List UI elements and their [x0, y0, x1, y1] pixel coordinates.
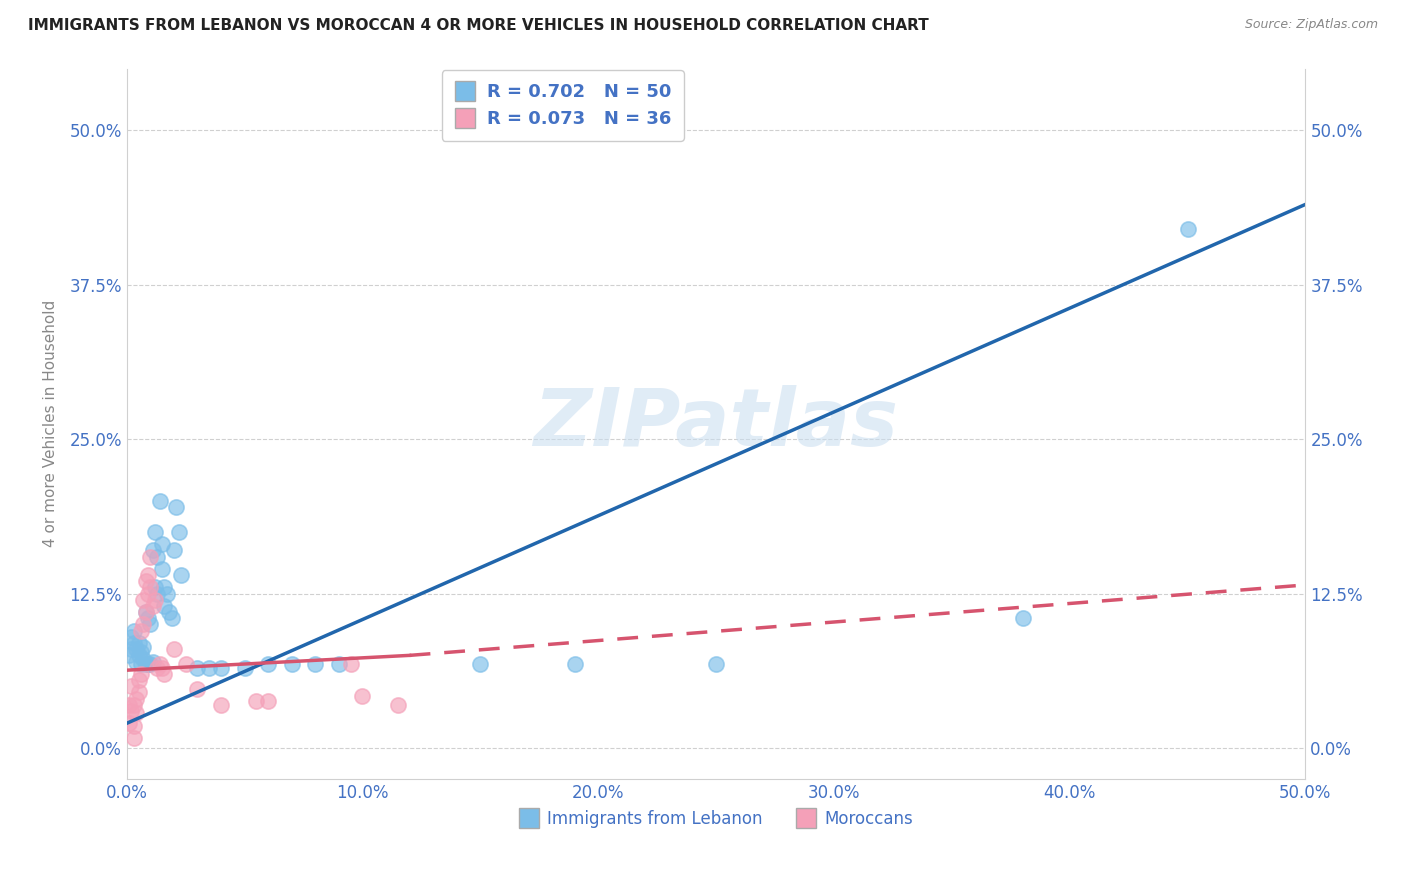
Point [387, 698, 409, 712]
Point [120, 642, 142, 657]
Point [135, 605, 157, 619]
Point [328, 657, 350, 671]
Point [122, 624, 145, 638]
Point [118, 716, 141, 731]
Point [257, 694, 280, 708]
Point [198, 661, 221, 675]
Point [128, 636, 150, 650]
Point [163, 642, 186, 657]
Point [304, 657, 326, 671]
Point [122, 719, 145, 733]
Point [143, 524, 166, 539]
Text: IMMIGRANTS FROM LEBANON VS MOROCCAN 4 OR MORE VEHICLES IN HOUSEHOLD CORRELATION : IMMIGRANTS FROM LEBANON VS MOROCCAN 4 OR… [28, 18, 929, 33]
Point [135, 574, 157, 589]
Point [1177, 222, 1199, 236]
Point [150, 537, 173, 551]
Point [136, 611, 159, 625]
Point [174, 657, 197, 671]
Point [704, 657, 727, 671]
Point [167, 524, 190, 539]
Text: ZIPatlas: ZIPatlas [533, 384, 898, 463]
Point [125, 706, 148, 721]
Point [233, 661, 256, 675]
Point [136, 568, 159, 582]
Point [122, 636, 145, 650]
Point [163, 543, 186, 558]
Text: Source: ZipAtlas.com: Source: ZipAtlas.com [1244, 18, 1378, 31]
Point [136, 586, 159, 600]
Point [132, 617, 155, 632]
Point [125, 642, 148, 657]
Point [135, 657, 157, 671]
Point [139, 549, 162, 564]
Point [209, 698, 232, 712]
Point [470, 657, 492, 671]
Point [564, 657, 586, 671]
Point [120, 679, 142, 693]
Point [136, 657, 159, 671]
Point [129, 657, 152, 671]
Point [142, 599, 165, 613]
Point [1011, 611, 1033, 625]
Point [129, 666, 152, 681]
Point [352, 689, 374, 703]
Point [128, 685, 150, 699]
Point [146, 549, 169, 564]
Point [160, 611, 183, 625]
Point [120, 704, 142, 718]
Point [142, 543, 165, 558]
Legend: Immigrants from Lebanon, Moroccans: Immigrants from Lebanon, Moroccans [512, 803, 920, 835]
Point [170, 568, 193, 582]
Point [156, 586, 179, 600]
Point [118, 648, 141, 663]
Point [149, 657, 172, 671]
Point [153, 581, 176, 595]
Point [135, 605, 157, 619]
Point [153, 666, 176, 681]
Point [118, 698, 141, 712]
Point [128, 673, 150, 687]
Point [150, 562, 173, 576]
Point [146, 586, 169, 600]
Point [125, 655, 148, 669]
Point [142, 655, 165, 669]
Point [132, 652, 155, 666]
Point [186, 661, 208, 675]
Point [153, 599, 176, 613]
Point [125, 691, 148, 706]
Point [165, 500, 187, 515]
Point [143, 581, 166, 595]
Point [128, 648, 150, 663]
Point [280, 657, 302, 671]
Point [132, 592, 155, 607]
Point [120, 630, 142, 644]
Point [186, 681, 208, 696]
Y-axis label: 4 or more Vehicles in Household: 4 or more Vehicles in Household [44, 300, 58, 548]
Point [245, 694, 267, 708]
Point [139, 657, 162, 671]
Point [150, 661, 173, 675]
Point [143, 592, 166, 607]
Point [129, 645, 152, 659]
Point [132, 640, 155, 654]
Point [129, 624, 152, 638]
Point [257, 657, 280, 671]
Point [157, 605, 180, 619]
Point [339, 657, 361, 671]
Point [146, 661, 169, 675]
Point [209, 661, 232, 675]
Point [122, 731, 145, 746]
Point [139, 617, 162, 632]
Point [122, 698, 145, 712]
Point [149, 494, 172, 508]
Point [139, 581, 162, 595]
